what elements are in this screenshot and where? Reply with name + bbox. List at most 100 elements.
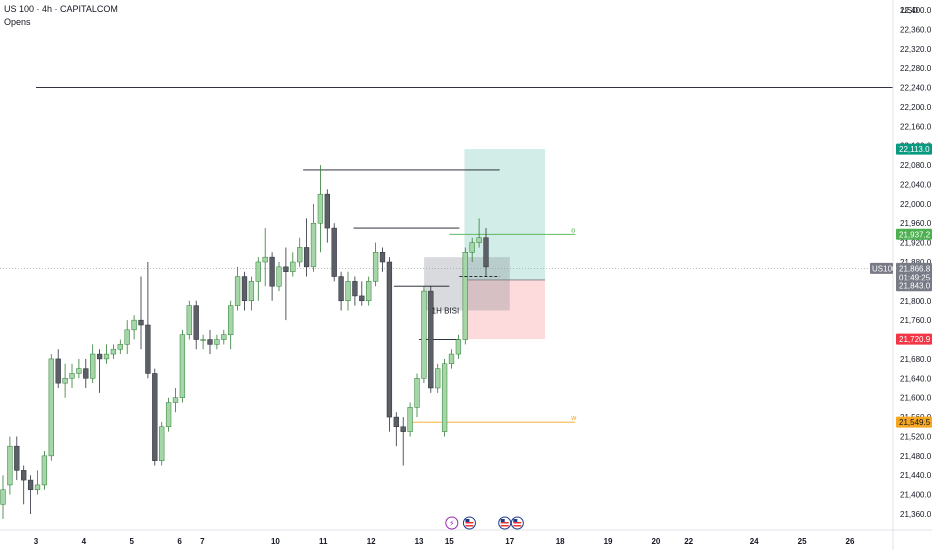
candle-body xyxy=(165,402,172,428)
y-tick-label: 22,360.0 xyxy=(900,25,932,34)
candle-body xyxy=(200,339,206,341)
y-tick-label: 22,240.0 xyxy=(900,84,932,93)
candle-body xyxy=(69,373,75,379)
y-tick-label: 21,640.0 xyxy=(900,374,932,383)
candle-body xyxy=(455,339,462,355)
candle-body xyxy=(276,266,282,287)
candle-body xyxy=(228,305,234,335)
candle-body xyxy=(393,416,399,428)
y-tick-label: 22,040.0 xyxy=(900,180,932,189)
candle-body xyxy=(152,373,158,461)
candle-body xyxy=(179,334,186,398)
candle-body xyxy=(14,445,20,471)
x-tick-label: 6 xyxy=(177,537,182,546)
candle-body xyxy=(317,193,324,224)
stop-zone xyxy=(464,279,546,340)
y-tick-label: 21,520.0 xyxy=(900,432,932,441)
price-tag-label: 21,866.8 xyxy=(899,264,931,273)
candle-body xyxy=(103,353,110,360)
candle-body xyxy=(41,455,48,486)
candle-body xyxy=(248,281,255,302)
candle-body xyxy=(76,368,82,374)
us-flag-event-icon xyxy=(498,516,512,530)
event-circle xyxy=(445,516,459,530)
candle-body xyxy=(448,353,455,365)
price-tag xyxy=(896,280,932,292)
y-tick-label: 21,400.0 xyxy=(900,491,932,500)
candle-body xyxy=(262,256,268,263)
x-tick-label: 15 xyxy=(445,537,454,546)
price-tag xyxy=(896,333,932,345)
target-zone xyxy=(464,149,546,280)
candle-body xyxy=(414,378,420,408)
price-tag-label: 21,720.9 xyxy=(899,335,931,344)
flag-stripe xyxy=(513,525,522,527)
symbol-tag xyxy=(870,262,893,274)
candle-body xyxy=(221,334,227,340)
candle-body xyxy=(303,247,310,268)
price-tag-label: 21,937.2 xyxy=(899,230,931,239)
x-tick-label: 22 xyxy=(684,537,693,546)
candle-body xyxy=(117,344,123,350)
y-tick-label: 22,320.0 xyxy=(900,45,932,54)
y-tick-label: 22,080.0 xyxy=(900,161,932,170)
x-tick-label: 26 xyxy=(846,537,855,546)
flag-stripe xyxy=(465,525,474,527)
candle-body xyxy=(379,252,386,263)
x-tick-label: 4 xyxy=(82,537,87,546)
candle-body xyxy=(83,368,89,379)
candle-body xyxy=(124,329,130,345)
y-tick-label: 22,000.0 xyxy=(900,200,932,209)
y-tick-label: 22,280.0 xyxy=(900,64,932,73)
y-tick-label: 21,680.0 xyxy=(900,355,932,364)
price-tag-label: 21,843.0 xyxy=(899,282,931,291)
candle-body xyxy=(172,397,179,403)
x-tick-label: 5 xyxy=(130,537,135,546)
x-tick-label: 25 xyxy=(798,537,807,546)
candle-body xyxy=(352,281,358,297)
candle-body xyxy=(21,470,27,481)
candle-body xyxy=(297,247,303,263)
x-tick-label: 18 xyxy=(556,537,565,546)
candle-body xyxy=(441,363,448,432)
candle-body xyxy=(62,378,68,384)
x-tick-label: 20 xyxy=(651,537,660,546)
x-tick-label: 24 xyxy=(750,537,759,546)
candle-body xyxy=(186,305,192,335)
flag-canton xyxy=(513,519,518,522)
candle-body xyxy=(359,295,365,302)
x-tick-label: 12 xyxy=(367,537,376,546)
candle-body xyxy=(138,319,144,326)
lightning-glyph: ⚡ xyxy=(449,519,455,528)
flag-canton xyxy=(465,519,470,522)
candle-body xyxy=(48,358,54,457)
candle-body xyxy=(469,242,475,253)
candle-body xyxy=(207,339,213,345)
flag-stripe xyxy=(465,522,474,524)
candle-body xyxy=(145,324,151,374)
y-tick-label: 21,960.0 xyxy=(900,219,932,228)
x-tick-label: 13 xyxy=(415,537,424,546)
indicator-label[interactable]: Opens xyxy=(4,17,31,27)
price-tag xyxy=(896,143,932,155)
candle-body xyxy=(386,261,393,418)
candle-body xyxy=(435,368,441,389)
flag-canton xyxy=(500,519,505,522)
candle-body xyxy=(234,276,241,306)
candle-body xyxy=(0,489,6,505)
x-tick-label: 10 xyxy=(271,537,280,546)
candle-body xyxy=(193,305,199,340)
candle-body xyxy=(331,227,337,277)
x-tick-label: 7 xyxy=(200,537,205,546)
candle-body xyxy=(366,281,372,302)
price-tag-label: 22,113.0 xyxy=(899,145,930,154)
flag-stripe xyxy=(500,525,509,527)
y-tick-label: 22,160.0 xyxy=(900,122,932,131)
candle-body xyxy=(110,348,117,355)
candle-body xyxy=(55,358,61,384)
candle-body xyxy=(290,261,296,272)
currency-label[interactable]: USD xyxy=(901,6,918,15)
candle-body xyxy=(283,266,289,272)
price-tag xyxy=(896,262,932,274)
